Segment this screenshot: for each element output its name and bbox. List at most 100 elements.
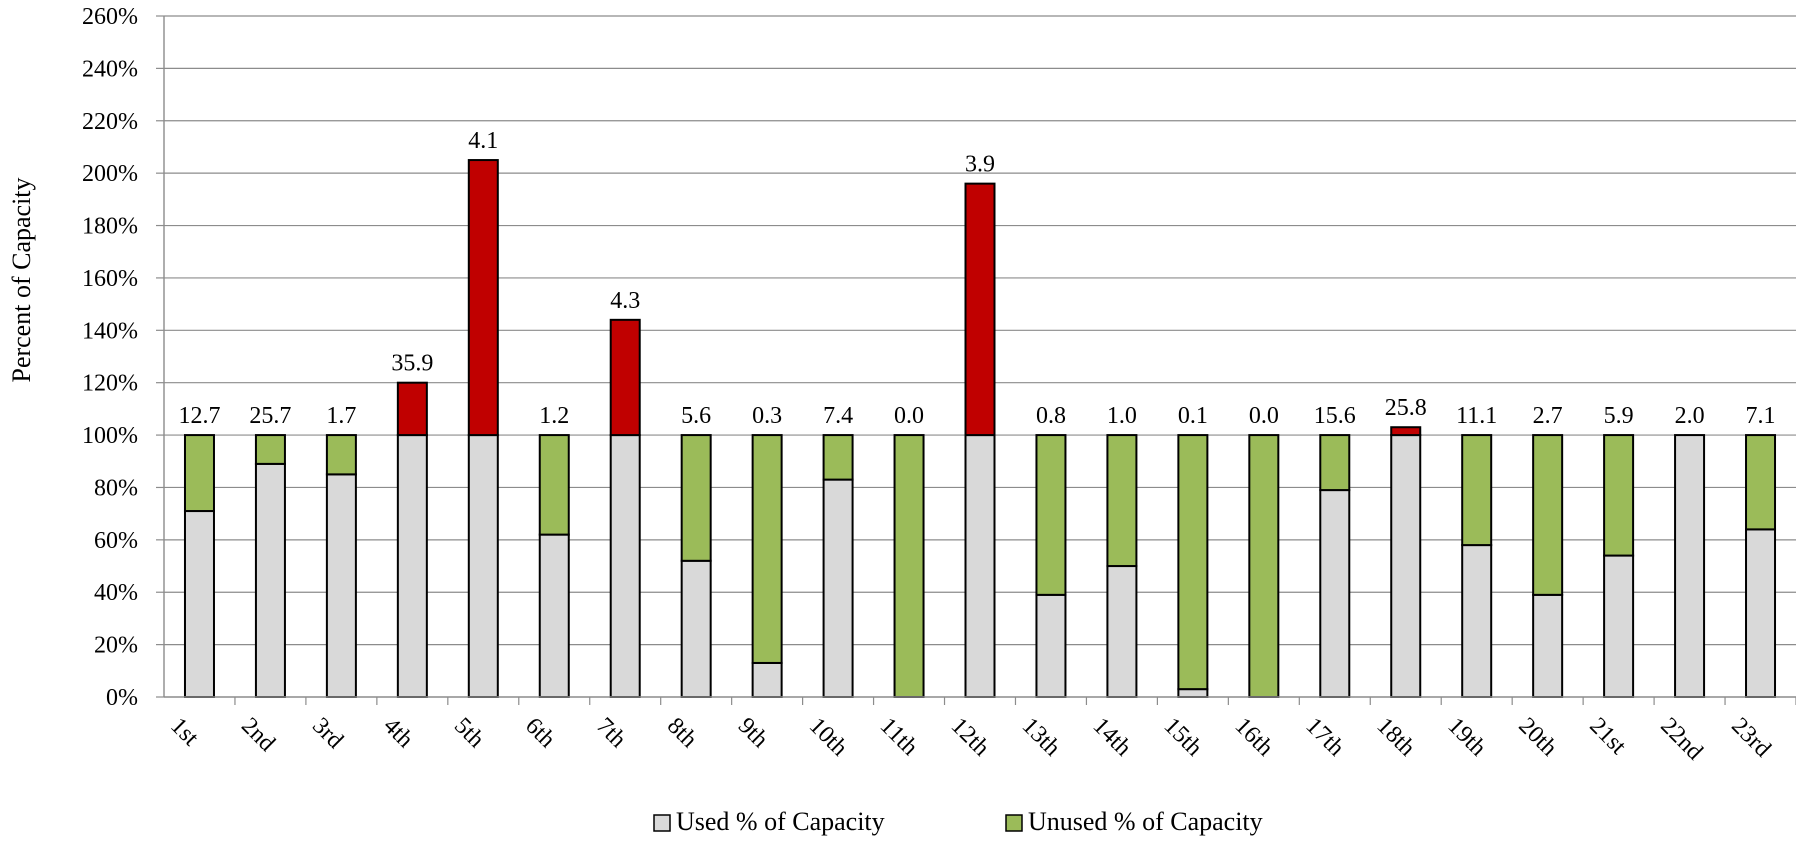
- bar-segment-unused-of-capacity: [1532, 434, 1564, 596]
- bar-segment-unused-of-capacity: [254, 434, 286, 465]
- y-tick-label: 60%: [94, 528, 138, 554]
- data-label: 2.0: [1675, 403, 1705, 429]
- legend-swatch: [653, 814, 671, 832]
- y-tick-label: 140%: [82, 318, 138, 344]
- x-tick-label: 13th: [1017, 713, 1066, 762]
- bar-segment-used-of-capacity: [396, 434, 428, 698]
- x-tick-label: 16th: [1230, 713, 1279, 762]
- data-label: 0.3: [752, 403, 782, 429]
- x-tick-label: 21st: [1584, 713, 1631, 760]
- x-tick-label: 6th: [520, 713, 560, 753]
- bar-segment-used-of-capacity: [325, 473, 357, 698]
- bar-segment-over-capacity: [467, 159, 499, 437]
- x-tick-label: 7th: [591, 713, 631, 753]
- x-tick-label: 10th: [804, 713, 853, 762]
- bar-segment-used-of-capacity: [1390, 434, 1422, 698]
- data-label: 1.0: [1107, 403, 1137, 429]
- y-tick-label: 20%: [94, 633, 138, 659]
- x-tick-label: 23rd: [1726, 713, 1775, 762]
- bar-segment-used-of-capacity: [822, 478, 854, 698]
- data-label: 5.6: [681, 403, 711, 429]
- bar-segment-used-of-capacity: [1035, 593, 1067, 698]
- legend-label: Unused % of Capacity: [1028, 807, 1263, 836]
- y-tick-label: 240%: [82, 56, 138, 82]
- bar-segment-unused-of-capacity: [1035, 434, 1067, 596]
- y-tick-label: 120%: [82, 371, 138, 397]
- y-tick-label: 260%: [82, 4, 138, 30]
- data-label: 4.3: [610, 288, 640, 314]
- x-tick-label: 18th: [1371, 713, 1420, 762]
- bar-segment-unused-of-capacity: [538, 434, 570, 536]
- bar-segment-unused-of-capacity: [1603, 434, 1635, 557]
- legend: Used % of Capacity Unused % of Capacity: [653, 807, 1263, 836]
- data-label: 12.7: [178, 403, 220, 429]
- bar-segment-unused-of-capacity: [325, 434, 357, 476]
- data-label: 25.7: [249, 403, 291, 429]
- bar-segment-unused-of-capacity: [1745, 434, 1777, 531]
- x-tick-label: 1st: [165, 713, 203, 751]
- bar-segment-used-of-capacity: [1745, 528, 1777, 698]
- data-label: 0.0: [1249, 403, 1279, 429]
- bar-segment-used-of-capacity: [1532, 593, 1564, 698]
- legend-swatch: [1005, 814, 1023, 832]
- x-tick-label: 8th: [662, 713, 702, 753]
- bar-segment-unused-of-capacity: [680, 434, 712, 562]
- data-label: 25.8: [1385, 395, 1427, 421]
- bar-segment-unused-of-capacity: [183, 434, 215, 513]
- bar-segment-unused-of-capacity: [751, 434, 783, 664]
- bar-segment-unused-of-capacity: [1106, 434, 1138, 568]
- axes: [156, 15, 1796, 705]
- x-tick-label: 2nd: [236, 713, 280, 757]
- data-label: 7.1: [1746, 403, 1776, 429]
- bar-segment-used-of-capacity: [254, 462, 286, 698]
- bar-segment-unused-of-capacity: [1177, 434, 1209, 691]
- bar-segment-used-of-capacity: [964, 434, 996, 698]
- bars: [183, 159, 1777, 699]
- bar-segment-unused-of-capacity: [1461, 434, 1493, 547]
- bar-segment-unused-of-capacity: [1248, 434, 1280, 698]
- y-tick-label: 160%: [82, 266, 138, 292]
- y-tick-label: 220%: [82, 109, 138, 135]
- y-tick-label: 100%: [82, 423, 138, 449]
- bar-segment-over-capacity: [964, 182, 996, 437]
- x-tick-label: 15th: [1159, 713, 1208, 762]
- bar-segment-used-of-capacity: [1674, 434, 1706, 698]
- data-label: 35.9: [391, 351, 433, 377]
- x-tick-label: 9th: [733, 713, 773, 753]
- x-tick-label: 5th: [449, 713, 489, 753]
- y-tick-label: 180%: [82, 214, 138, 240]
- data-label: 7.4: [823, 403, 853, 429]
- x-tick-label: 4th: [378, 713, 418, 753]
- data-label: 15.6: [1314, 403, 1356, 429]
- x-tick-label: 3rd: [307, 713, 348, 754]
- x-tick-label: 12th: [946, 713, 995, 762]
- bar-segment-unused-of-capacity: [893, 434, 925, 698]
- data-label: 3.9: [965, 152, 995, 178]
- x-tick-label: 22nd: [1655, 713, 1707, 765]
- data-label: 11.1: [1456, 403, 1497, 429]
- legend-label: Used % of Capacity: [676, 807, 885, 836]
- bar-segment-used-of-capacity: [609, 434, 641, 698]
- bar-segment-over-capacity: [1390, 426, 1422, 437]
- bar-segment-over-capacity: [609, 318, 641, 437]
- data-label: 1.2: [539, 403, 569, 429]
- bar-segment-used-of-capacity: [1461, 544, 1493, 698]
- y-tick-label: 80%: [94, 475, 138, 501]
- data-label: 0.1: [1178, 403, 1208, 429]
- x-tick-label: 20th: [1513, 713, 1562, 762]
- y-tick-label: 40%: [94, 580, 138, 606]
- bar-segment-used-of-capacity: [538, 533, 570, 698]
- bar-segment-unused-of-capacity: [1319, 434, 1351, 492]
- y-tick-label: 0%: [106, 685, 138, 711]
- bar-segment-used-of-capacity: [183, 510, 215, 698]
- bar-segment-used-of-capacity: [680, 559, 712, 698]
- data-label: 2.7: [1533, 403, 1563, 429]
- y-tick-label: 200%: [82, 161, 138, 187]
- bar-segment-used-of-capacity: [751, 661, 783, 699]
- x-tick-label: 17th: [1301, 713, 1350, 762]
- bar-segment-over-capacity: [396, 381, 428, 437]
- bar-segment-unused-of-capacity: [822, 434, 854, 481]
- bar-segment-used-of-capacity: [1106, 565, 1138, 698]
